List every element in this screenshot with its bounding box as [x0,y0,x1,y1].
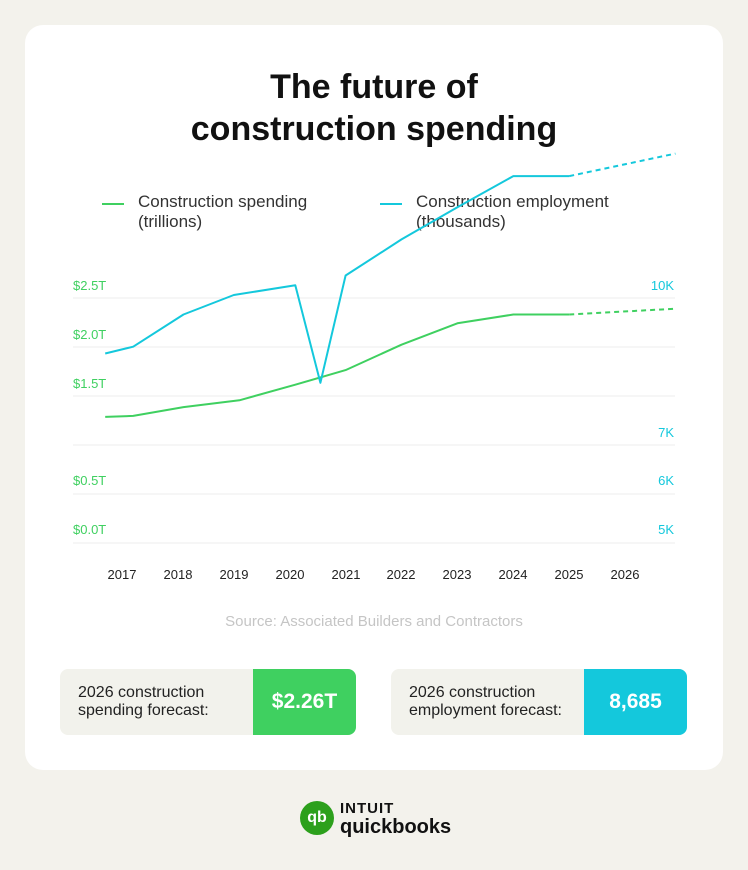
y-right-tick-label: 6K [658,473,674,488]
x-tick-label: 2019 [220,567,249,582]
x-tick-label: 2018 [164,567,193,582]
series-line-spending [105,313,570,418]
y-left-tick-label: $0.5T [73,473,106,488]
legend-employment-line-2: (thousands) [416,212,506,231]
y-left-tick-label: $0.0T [73,522,106,537]
employment-forecast-value: 8,685 [584,669,687,735]
spending-forecast-box: 2026 construction spending forecast: $2.… [60,669,356,735]
title-line-2: construction spending [190,110,558,148]
y-left-tick-label: $2.5T [73,278,106,293]
x-tick-label: 2026 [611,567,640,582]
employment-forecast-label-1: 2026 construction [409,684,536,701]
spending-forecast-label-2: spending forecast: [78,702,209,719]
y-left-tick-label: $2.0T [73,327,106,342]
forecast-line-spending [569,307,676,316]
x-tick-label: 2023 [443,567,472,582]
quickbooks-logo-icon: qb [300,801,334,835]
employment-forecast-label-2: employment forecast: [409,702,562,719]
legend-employment: Construction employment (thousands) [380,192,609,232]
spending-forecast-value: $2.26T [253,669,356,735]
infographic-card [25,25,723,770]
x-tick-label: 2021 [332,567,361,582]
y-left-tick-label: $1.5T [73,376,106,391]
x-tick-label: 2024 [499,567,528,582]
source-note: Source: Associated Builders and Contract… [225,613,523,630]
x-tick-label: 2025 [555,567,584,582]
logo-line-1: INTUIT [340,800,395,817]
logo-line-2: quickbooks [340,816,452,838]
y-right-tick-label: 7K [658,425,674,440]
x-tick-label: 2020 [276,567,305,582]
chart-title: The future of construction spending [0,66,748,150]
forecast-line-employment [568,152,676,178]
line-chart: $0.0T $0.5T $1.5T $2.0T $2.5T 5K 6K 7K 10K 2017 20… [73,152,676,582]
legend-spending-line-2: (trillions) [138,212,203,231]
legend-spending: Construction spending (trillions) [102,192,307,232]
title-line-1: The future of [270,68,478,106]
legend-employment-line-1: Construction employment [416,192,609,211]
quickbooks-logo: qb INTUIT quickbooks [300,800,452,838]
legend-employment-swatch [380,203,402,205]
y-right-tick-label: 10K [651,278,674,293]
spending-forecast-label-1: 2026 construction [78,684,205,701]
legend-spending-line-1: Construction spending [138,192,308,211]
legend-spending-swatch [102,203,124,205]
x-tick-label: 2022 [387,567,416,582]
y-right-tick-label: 5K [658,522,674,537]
series-line-employment [104,175,570,384]
employment-forecast-box: 2026 construction employment forecast: 8… [391,669,687,735]
x-tick-label: 2017 [108,567,137,582]
